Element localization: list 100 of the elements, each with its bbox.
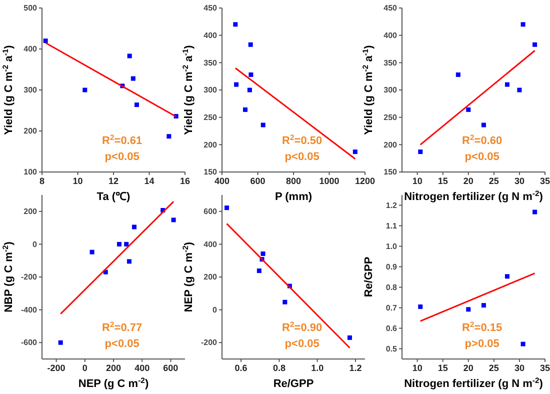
annotation: R$^{2}$=0.15 — [462, 320, 502, 334]
point — [130, 76, 136, 81]
x-tick-label: 30 — [514, 176, 524, 186]
x-tick-label: 0.6 — [234, 363, 248, 373]
point — [532, 210, 538, 214]
x-tick-label: 20 — [463, 176, 474, 186]
point — [248, 42, 253, 47]
annotation: R$^{2}$=0.77 — [102, 320, 142, 334]
y-tick-label: 200 — [204, 140, 218, 150]
point — [520, 22, 526, 27]
y-tick-label: 0.9 — [386, 262, 398, 272]
annotation: R$^{2}$=0.60 — [462, 132, 502, 147]
y-tick-label: -200 — [200, 338, 218, 348]
x-tick-label: 25 — [488, 363, 499, 373]
point — [126, 259, 132, 264]
point — [504, 274, 510, 279]
x-tick-label: 1000 — [319, 176, 340, 186]
point — [124, 242, 129, 246]
x-tick-label: 400 — [214, 176, 230, 186]
y-tick-label: 150 — [204, 168, 218, 177]
x-tick-label: -200 — [47, 363, 66, 373]
y-tick-label: 450 — [384, 4, 398, 13]
x-tick-label: 0.8 — [272, 363, 286, 373]
annotation: R$^{2}$=0.50 — [282, 132, 322, 147]
x-tick-label: 1.2 — [349, 363, 362, 373]
annotation: p<0.05 — [104, 338, 140, 350]
x-tick-label: 10 — [412, 176, 422, 186]
point — [504, 82, 510, 87]
y-tick-label: 400 — [384, 30, 398, 40]
y-tick-label: 200 — [204, 272, 218, 282]
point — [347, 335, 352, 340]
point — [127, 54, 132, 58]
y-tick-label: 600 — [204, 207, 218, 216]
point — [418, 150, 423, 154]
y-tick-label: 450 — [204, 4, 218, 13]
y-tick-label: 300 — [24, 86, 38, 95]
point — [248, 72, 254, 77]
y-tick-label: 250 — [204, 112, 218, 122]
y-tick-label: 400 — [204, 240, 218, 249]
x-axis-title: Ta (℃) — [96, 191, 131, 203]
point — [58, 340, 63, 345]
x-tick-label: 15 — [438, 363, 448, 373]
x-axis-title: Nitrogen fertilizer (g N m$^{-2}$) — [404, 188, 544, 203]
x-tick-label: 1200 — [354, 176, 376, 186]
annotation: p<0.05 — [284, 338, 320, 350]
point — [134, 102, 139, 108]
point — [234, 82, 239, 87]
x-axis-title: Nitrogen fertilizer (g N m$^{-2}$) — [404, 376, 544, 390]
point — [517, 88, 522, 92]
y-tick-label: 200 — [24, 126, 38, 136]
point — [166, 134, 172, 139]
y-tick-label: 1.0 — [386, 242, 398, 251]
y-tick-label: -200 — [20, 272, 38, 282]
y-tick-label: 0 — [32, 240, 38, 249]
y-tick-label: -600 — [20, 338, 38, 348]
point — [233, 22, 238, 27]
y-tick-label: -400 — [20, 305, 38, 314]
x-tick-label: 30 — [514, 363, 524, 373]
point — [282, 300, 288, 304]
annotation: R$^{2}$=0.61 — [102, 132, 142, 147]
point — [481, 303, 486, 308]
x-tick-label: 14 — [144, 176, 154, 186]
annotation: p<0.05 — [104, 151, 140, 163]
y-tick-label: 400 — [204, 30, 218, 40]
point — [247, 88, 252, 92]
annotation: p<0.05 — [284, 151, 320, 163]
y-axis-title: Re/GPP — [363, 256, 375, 298]
x-tick-label: 20 — [463, 363, 474, 373]
y-tick-label: 0.7 — [386, 303, 398, 312]
annotation: p>0.05 — [464, 338, 500, 350]
x-tick-label: 8 — [39, 176, 45, 186]
x-tick-label: 200 — [106, 363, 122, 373]
x-tick-label: 25 — [488, 176, 499, 186]
x-tick-label: 15 — [438, 176, 448, 186]
y-tick-label: 0.5 — [386, 344, 398, 354]
x-axis-title: Re/GPP — [273, 378, 314, 390]
point — [116, 242, 122, 246]
y-tick-label: 1.2 — [386, 200, 398, 210]
x-tick-label: 600 — [250, 176, 266, 186]
point — [260, 122, 266, 128]
x-tick-label: 0 — [82, 363, 88, 373]
y-tick-label: 1.1 — [386, 221, 398, 230]
x-tick-label: 1.0 — [311, 363, 324, 373]
point — [242, 107, 248, 112]
y-tick-label: 300 — [384, 86, 398, 95]
point — [43, 38, 48, 44]
x-tick-label: 400 — [134, 363, 150, 373]
point — [466, 107, 471, 112]
point — [466, 307, 471, 312]
point — [520, 342, 526, 346]
annotation: R$^{2}$=0.90 — [282, 320, 322, 334]
x-tick-label: 35 — [540, 363, 550, 373]
point — [82, 88, 88, 92]
y-tick-label: 500 — [24, 4, 38, 13]
y-tick-label: 250 — [384, 112, 398, 122]
point — [352, 150, 358, 154]
point — [456, 72, 460, 77]
y-tick-label: 200 — [384, 140, 398, 150]
point — [90, 250, 94, 254]
x-axis-title: NEP (g C m$^{-2}$) — [78, 376, 149, 390]
